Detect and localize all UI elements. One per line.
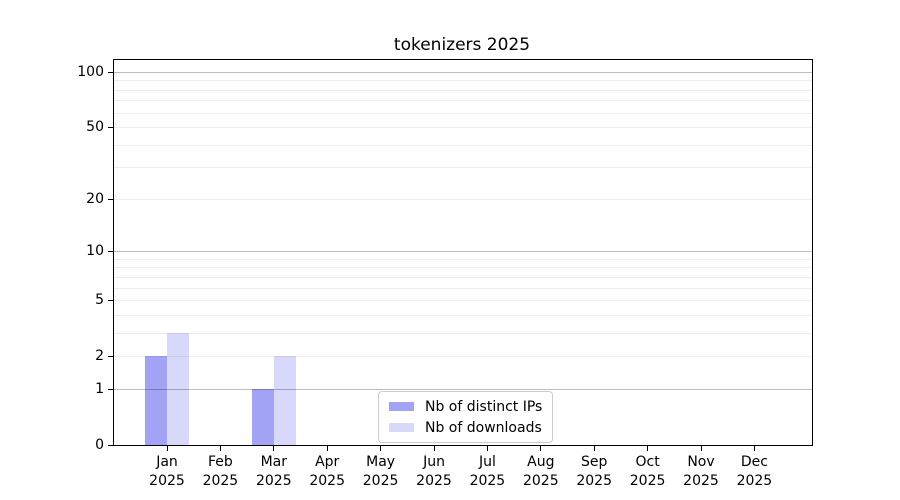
x-tick-label: Feb 2025 (202, 454, 239, 489)
legend-swatch-distinct-ips (389, 402, 414, 411)
gridline-minor (114, 127, 812, 129)
x-tick-label: Nov 2025 (683, 454, 719, 489)
y-tick-mark (108, 127, 113, 129)
x-tick-label: Jun 2025 (416, 454, 452, 489)
legend: Nb of distinct IPs Nb of downloads (378, 391, 554, 443)
gridline-minor (114, 144, 812, 146)
x-tick-mark (540, 446, 542, 451)
x-tick-mark (273, 446, 275, 451)
y-tick-mark (108, 198, 113, 200)
x-tick-mark (593, 446, 595, 451)
x-tick-label: Aug 2025 (522, 454, 559, 489)
gridline-minor (114, 267, 812, 269)
y-tick-mark (108, 300, 113, 302)
gridline-minor (114, 112, 812, 114)
y-tick-mark (108, 251, 113, 253)
gridline-major (114, 251, 812, 253)
y-tick-mark (108, 356, 113, 358)
gridline-minor (114, 300, 812, 302)
x-tick-mark (433, 446, 435, 451)
legend-label-downloads: Nb of downloads (425, 419, 542, 436)
gridline-minor (114, 287, 812, 289)
x-tick-mark (486, 446, 488, 451)
y-tick-label: 100 (77, 63, 104, 80)
y-tick-label: 20 (86, 190, 104, 207)
x-tick-mark (219, 446, 221, 451)
x-tick-mark (753, 446, 755, 451)
legend-item-downloads: Nb of downloads (389, 418, 542, 437)
x-tick-mark (647, 446, 649, 451)
x-tick-label: May 2025 (362, 454, 399, 489)
legend-item-distinct-ips: Nb of distinct IPs (389, 397, 542, 416)
y-tick-label: 10 (86, 243, 104, 260)
gridline-minor (114, 258, 812, 260)
legend-label-distinct-ips: Nb of distinct IPs (425, 398, 543, 415)
gridline-minor (114, 198, 812, 200)
bar-distinct-ips (145, 356, 167, 445)
y-tick-mark (108, 445, 113, 446)
gridline-minor (114, 167, 812, 169)
gridline-minor (114, 100, 812, 102)
bar-downloads (273, 356, 296, 445)
x-tick-label: Jul 2025 (469, 454, 506, 489)
chart-title: tokenizers 2025 (393, 35, 531, 55)
x-tick-label: Sep 2025 (576, 454, 612, 489)
y-tick-label: 5 (95, 292, 104, 309)
y-tick-label: 50 (86, 119, 104, 136)
gridline-major (114, 71, 812, 73)
gridline-minor (114, 314, 812, 316)
gridline-minor (114, 80, 812, 82)
y-tick-label: 1 (95, 380, 104, 397)
x-tick-mark (166, 446, 168, 451)
plot-area: 0 1 2 5 10 20 50 100 Jan 2025 Feb 2025 Mar 2025 Apr… (77, 59, 813, 489)
gridline-minor (114, 89, 812, 91)
x-tick-label: Dec 2025 (736, 454, 773, 489)
gridline-minor (114, 276, 812, 278)
y-tick-label: 2 (95, 348, 104, 365)
gridline-major (114, 388, 812, 390)
x-tick-label: Mar 2025 (255, 454, 292, 489)
gridline-minor (114, 356, 812, 358)
x-tick-mark (380, 446, 382, 451)
y-tick-label: 0 (95, 437, 104, 453)
legend-swatch-downloads (389, 423, 414, 432)
bar-distinct-ips (251, 388, 274, 445)
y-tick-mark (108, 388, 113, 390)
gridline-minor (114, 332, 812, 334)
x-tick-mark (700, 446, 702, 451)
x-tick-mark (326, 446, 328, 451)
x-tick-label: Oct 2025 (629, 454, 666, 489)
x-tick-label: Jan 2025 (149, 454, 185, 489)
x-tick-label: Apr 2025 (309, 454, 345, 489)
y-tick-mark (108, 71, 113, 73)
